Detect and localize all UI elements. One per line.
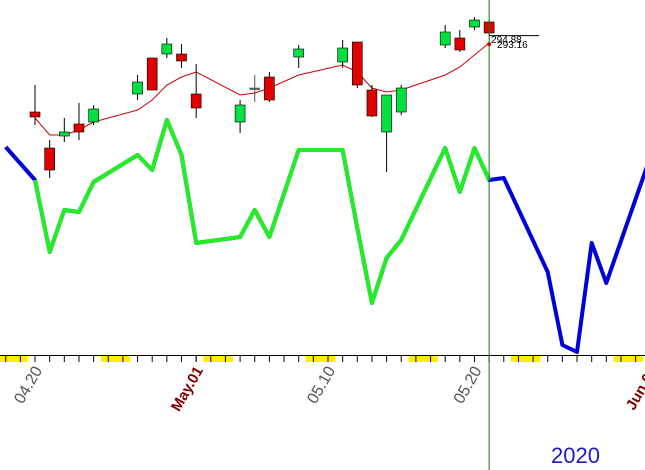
candle-body — [176, 53, 187, 62]
candle-body — [59, 131, 70, 137]
candle-body — [469, 19, 480, 28]
price-label: 294.88 — [491, 35, 522, 46]
candle-body — [161, 43, 173, 55]
candle-body — [44, 147, 55, 171]
x-tick-label: May.01 — [168, 363, 207, 414]
x-tick-label: 04.20 — [11, 364, 46, 407]
candle-body — [234, 104, 246, 123]
candle-body — [88, 108, 99, 123]
weekend-band — [0, 355, 14, 362]
candle-body — [264, 76, 275, 101]
candle-body — [29, 111, 41, 118]
x-tick-label: Jun.01 — [623, 363, 645, 413]
candle-body — [146, 57, 158, 91]
candle-body — [293, 48, 304, 58]
year-label: 2020 — [551, 443, 600, 468]
x-tick-label: 05.10 — [304, 364, 339, 407]
moving-average-line — [34, 42, 490, 136]
x-tick-label: 05.20 — [451, 364, 486, 407]
ma-label: 293.16 — [497, 40, 528, 51]
candle-body — [73, 123, 85, 133]
candle-body — [439, 31, 451, 46]
candle-body — [351, 41, 363, 86]
candle-body — [395, 87, 407, 113]
candle-body — [132, 81, 143, 95]
candle-body — [337, 47, 348, 63]
candle-body — [190, 93, 202, 109]
candle-body — [381, 94, 392, 133]
indicator-line — [4, 118, 645, 354]
ma-dot — [487, 42, 492, 47]
candle-body — [249, 87, 261, 90]
indicator-line — [33, 118, 491, 305]
candle-body — [454, 37, 466, 51]
candle-body — [366, 89, 378, 117]
